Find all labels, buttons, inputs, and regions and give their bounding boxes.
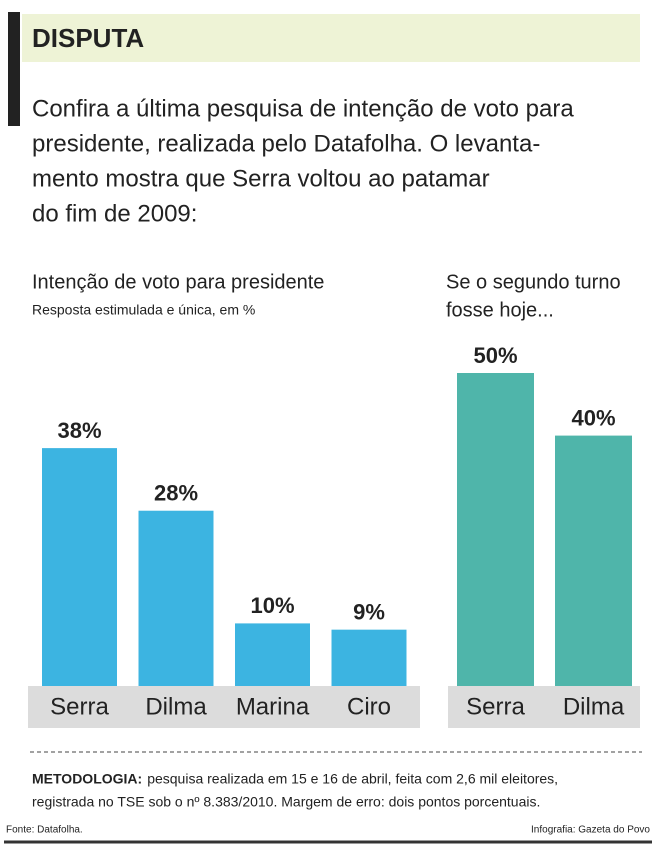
value-label: 10% xyxy=(250,593,294,618)
category-label: Dilma xyxy=(563,693,625,720)
category-band xyxy=(28,686,420,728)
footer-source: Fonte: Datafolha. xyxy=(6,825,83,836)
bar xyxy=(457,373,534,686)
methodology-label: METODOLOGIA: xyxy=(32,771,142,787)
value-label: 9% xyxy=(353,599,385,624)
intro-line: mento mostra que Serra voltou ao patamar xyxy=(32,165,490,192)
bar xyxy=(42,448,117,686)
category-label: Serra xyxy=(50,693,109,720)
bar xyxy=(555,435,632,686)
bar xyxy=(331,629,407,686)
chart-title: Intenção de voto para presidente xyxy=(32,271,324,293)
intro-line: Confira a última pesquisa de intenção de… xyxy=(32,95,574,122)
chart-title: fosse hoje... xyxy=(446,299,554,321)
value-label: 40% xyxy=(571,405,615,430)
header-title: DISPUTA xyxy=(32,23,144,53)
chart-title: Se o segundo turno xyxy=(446,271,621,293)
bar xyxy=(235,623,310,686)
value-label: 38% xyxy=(57,418,101,443)
category-label: Marina xyxy=(236,693,310,720)
value-label: 50% xyxy=(473,343,517,368)
chart-subtitle: Resposta estimulada e única, em % xyxy=(32,302,255,318)
intro-line: do fim de 2009: xyxy=(32,200,197,227)
category-band xyxy=(448,686,640,728)
methodology-line: pesquisa realizada em 15 e 16 de abril, … xyxy=(147,771,558,787)
methodology-line: registrada no TSE sob o nº 8.383/2010. M… xyxy=(32,794,540,810)
bar xyxy=(138,510,214,686)
category-label: Dilma xyxy=(145,693,207,720)
header-bar xyxy=(8,12,20,126)
intro-line: presidente, realizada pelo Datafolha. O … xyxy=(32,130,540,157)
value-label: 28% xyxy=(154,481,198,506)
header-box xyxy=(22,14,640,62)
category-label: Ciro xyxy=(347,693,391,720)
footer-credit: Infografia: Gazeta do Povo xyxy=(531,825,650,836)
category-label: Serra xyxy=(466,693,525,720)
